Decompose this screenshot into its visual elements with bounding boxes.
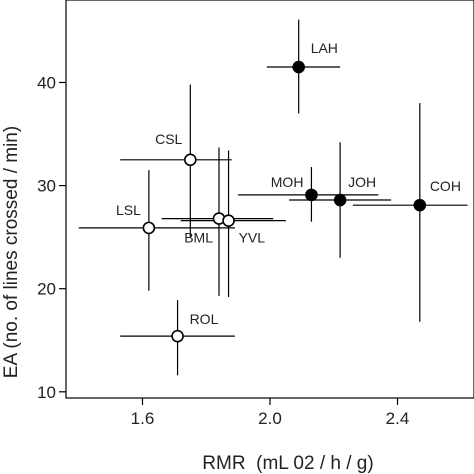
ticks: 1.6 2.0 2.4 10 20 30 40 [37, 73, 409, 428]
data-point [413, 198, 427, 212]
y-axis-title: EA (no. of lines crossed / min) [1, 126, 22, 378]
point-label: YVL [239, 230, 266, 246]
data-point [142, 221, 156, 235]
error-bars [78, 19, 468, 376]
point-labels: LAH CSL MOH JOH COH LSL BML YVL ROL [116, 40, 461, 327]
plot-frame [65, 0, 474, 399]
y-tick-label: 10 [37, 383, 56, 402]
point-label: JOH [348, 174, 376, 190]
x-tick-label: 2.4 [386, 409, 410, 428]
y-tick-label: 30 [37, 177, 56, 196]
markers [142, 60, 427, 343]
point-label: ROL [190, 311, 219, 327]
point-label: BML [184, 230, 213, 246]
data-point [222, 214, 235, 227]
data-point [184, 153, 197, 167]
data-point [305, 188, 318, 202]
data-point [171, 329, 184, 343]
data-point [292, 60, 305, 74]
point-label: LAH [311, 40, 338, 56]
point-label: CSL [155, 131, 182, 147]
y-tick-label: 20 [37, 280, 56, 299]
y-tick-label: 40 [37, 73, 56, 92]
point-label: LSL [116, 202, 141, 218]
point-label: COH [430, 178, 461, 194]
data-point [333, 193, 347, 207]
x-axis-title: RMR (mL 02 / h / g) [202, 453, 373, 474]
point-label: MOH [271, 174, 304, 190]
x-tick-label: 1.6 [131, 409, 155, 428]
x-tick-label: 2.0 [258, 409, 282, 428]
